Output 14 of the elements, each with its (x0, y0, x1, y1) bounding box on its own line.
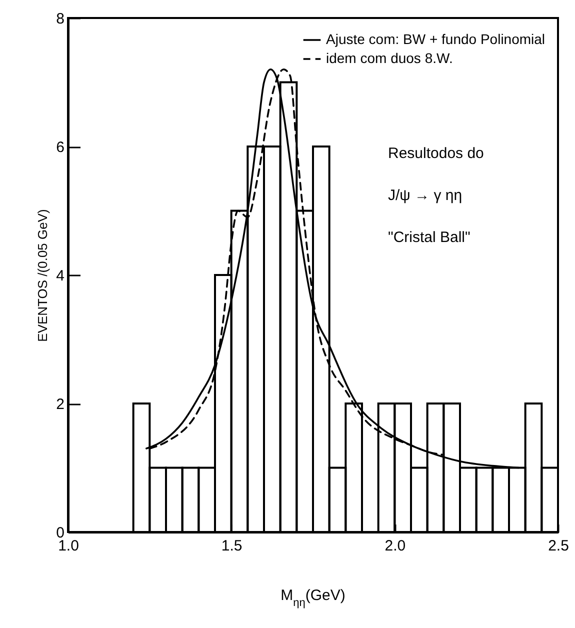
y-tick-label: 2 (56, 396, 64, 413)
legend-label: idem com duos 8.W. (326, 50, 453, 66)
annotation: Resultodos do (388, 145, 484, 162)
y-tick-label: 4 (56, 268, 64, 284)
x-tick-label: 2.5 (548, 538, 569, 554)
annotation: "Cristal Ball" (388, 229, 470, 246)
x-tick-label: 1.5 (221, 538, 242, 554)
x-tick-label: 2.0 (384, 538, 406, 554)
y-axis-title: EVENTOS /(0.05 GeV) (35, 209, 50, 342)
y-tick-label: 6 (56, 139, 64, 156)
legend-label: Ajuste com: BW + fundo Polinomial (326, 31, 546, 47)
annotation: J/ψ → γ ηη (388, 187, 462, 204)
x-axis-title: M$_{ηη}$(GeV) (280, 587, 346, 609)
y-tick-label: 8 (56, 10, 64, 28)
